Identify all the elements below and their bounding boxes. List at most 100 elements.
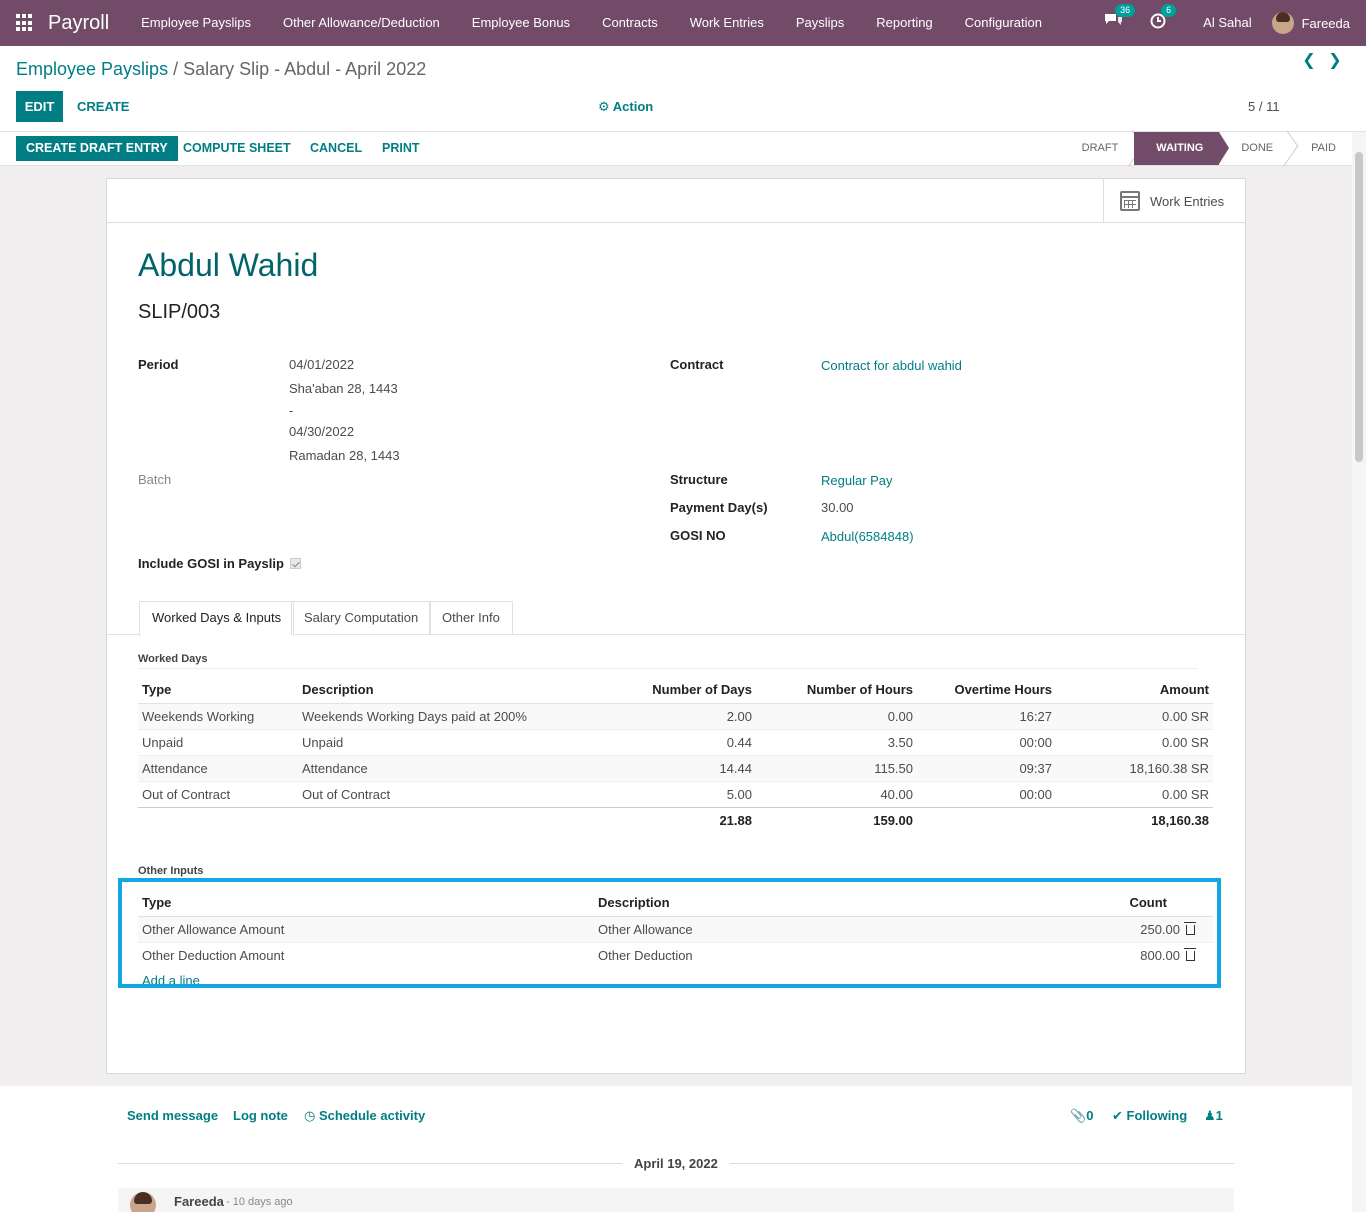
breadcrumb: Employee Payslips / Salary Slip - Abdul … xyxy=(16,59,426,80)
clock-icon: ◷ xyxy=(304,1108,316,1123)
col-description[interactable]: Description xyxy=(298,677,628,704)
cell-type: Out of Contract xyxy=(138,780,298,807)
payment-days-label: Payment Day(s) xyxy=(670,500,768,515)
date-separator-label: April 19, 2022 xyxy=(622,1156,730,1171)
table-row[interactable]: Unpaid Unpaid 0.44 3.50 00:00 0.00 SR xyxy=(138,728,1213,755)
breadcrumb-parent[interactable]: Employee Payslips xyxy=(16,59,169,79)
menu-payslips[interactable]: Payslips xyxy=(795,15,845,30)
cell-type: Weekends Working xyxy=(138,702,298,729)
tab-salary-computation[interactable]: Salary Computation xyxy=(291,601,432,635)
print-button[interactable]: PRINT xyxy=(382,141,420,155)
company-switcher[interactable]: Al Sahal xyxy=(1203,15,1252,30)
col-amount[interactable]: Amount xyxy=(1056,677,1213,704)
action-label: Action xyxy=(612,99,654,114)
worked-days-table: Type Description Number of Days Number o… xyxy=(138,677,1213,833)
create-button[interactable]: CREATE xyxy=(77,99,130,114)
schedule-activity-label: Schedule activity xyxy=(318,1108,426,1123)
attachments-button[interactable]: 📎0 xyxy=(1070,1108,1093,1124)
menu-contracts[interactable]: Contracts xyxy=(602,15,658,30)
col-type[interactable]: Type xyxy=(138,677,298,704)
control-panel: Employee Payslips / Salary Slip - Abdul … xyxy=(0,46,1366,132)
followers-count: 1 xyxy=(1215,1108,1223,1123)
cell-count: 800.00 xyxy=(1140,947,1180,963)
messaging-menu[interactable]: 36 xyxy=(1103,4,1136,34)
pager-previous-icon[interactable]: ❮ xyxy=(1302,52,1316,69)
following-button[interactable]: ✔ Following xyxy=(1112,1108,1187,1124)
cell-type: Other Deduction Amount xyxy=(138,941,594,968)
cell-hours: 115.50 xyxy=(756,754,917,781)
followers-button[interactable]: ♟1 xyxy=(1204,1108,1223,1124)
pager-value[interactable]: 5 / 11 xyxy=(1248,99,1280,114)
cancel-button[interactable]: CANCEL xyxy=(310,141,363,155)
page-scrollbar[interactable] xyxy=(1352,132,1366,1212)
action-dropdown[interactable]: ⚙ Action xyxy=(598,91,653,122)
chatter: Send message Log note ◷ Schedule activit… xyxy=(0,1086,1352,1212)
stage-waiting[interactable]: WAITING xyxy=(1134,132,1230,165)
cell-type: Attendance xyxy=(138,754,298,781)
period-start: 04/01/2022 xyxy=(289,357,355,372)
compute-sheet-button[interactable]: COMPUTE SHEET xyxy=(183,141,291,155)
gosi-no-link[interactable]: Abdul(6584848) xyxy=(821,529,914,544)
work-entries-smart-button[interactable]: Work Entries xyxy=(1103,179,1245,223)
breadcrumb-current: Salary Slip - Abdul - April 2022 xyxy=(183,59,427,79)
user-avatar xyxy=(1271,12,1294,34)
table-row[interactable]: Other Deduction Amount Other Deduction 8… xyxy=(138,941,1213,968)
user-name: Fareeda xyxy=(1301,15,1350,31)
tab-other-info[interactable]: Other Info xyxy=(429,601,513,635)
scrollbar-thumb[interactable] xyxy=(1355,152,1363,462)
other-inputs-header-row: Type Description Count xyxy=(138,890,1213,917)
other-inputs-table: Type Description Count Other Allowance A… xyxy=(138,890,1213,968)
cell-days: 14.44 xyxy=(628,754,756,781)
col-overtime-hours[interactable]: Overtime Hours xyxy=(917,677,1056,704)
menu-employee-bonus[interactable]: Employee Bonus xyxy=(471,15,571,30)
stage-done[interactable]: DONE xyxy=(1219,132,1289,165)
table-row[interactable]: Attendance Attendance 14.44 115.50 09:37… xyxy=(138,754,1213,781)
app-brand[interactable]: Payroll xyxy=(48,11,110,34)
menu-reporting[interactable]: Reporting xyxy=(876,15,933,30)
menu-employee-payslips[interactable]: Employee Payslips xyxy=(141,15,251,30)
structure-link[interactable]: Regular Pay xyxy=(821,473,893,488)
table-row[interactable]: Other Allowance Amount Other Allowance 2… xyxy=(138,915,1213,942)
pager-next-icon[interactable]: ❯ xyxy=(1328,52,1342,69)
paperclip-icon: 📎 xyxy=(1070,1108,1087,1123)
messages-badge: 36 xyxy=(1115,4,1136,17)
main-menu: Employee Payslips Other Allowance/Deduct… xyxy=(125,0,1058,46)
contract-label: Contract xyxy=(670,357,724,372)
include-gosi-label: Include GOSI in Payslip xyxy=(138,556,284,571)
trash-icon[interactable] xyxy=(1184,921,1196,935)
log-note-button[interactable]: Log note xyxy=(233,1108,288,1123)
activities-badge: 6 xyxy=(1161,4,1177,17)
cell-amount: 0.00 SR xyxy=(1056,728,1213,755)
schedule-activity-button[interactable]: ◷ Schedule activity xyxy=(304,1108,425,1124)
send-message-button[interactable]: Send message xyxy=(127,1108,219,1123)
menu-other-allowance-deduction[interactable]: Other Allowance/Deduction xyxy=(282,15,440,30)
period-label: Period xyxy=(138,357,179,372)
add-a-line-link[interactable]: Add a line xyxy=(142,973,200,985)
apps-menu-icon[interactable] xyxy=(16,14,34,32)
col-number-of-hours[interactable]: Number of Hours xyxy=(756,677,917,704)
form-statusbar: CREATE DRAFT ENTRY COMPUTE SHEET CANCEL … xyxy=(0,132,1366,166)
stage-draft[interactable]: DRAFT xyxy=(1060,132,1135,165)
tab-worked-days-inputs[interactable]: Worked Days & Inputs xyxy=(139,601,295,636)
other-inputs-title: Other Inputs xyxy=(138,865,204,877)
cell-description: Weekends Working Days paid at 200% xyxy=(298,702,628,729)
edit-button[interactable]: EDIT xyxy=(16,91,63,122)
employee-name: Abdul Wahid xyxy=(138,247,319,283)
message-author[interactable]: Fareeda xyxy=(174,1194,224,1209)
col-number-of-days[interactable]: Number of Days xyxy=(628,677,756,704)
activity-menu[interactable]: 6 xyxy=(1149,4,1177,34)
trash-icon[interactable] xyxy=(1184,947,1196,961)
following-label: Following xyxy=(1126,1108,1188,1123)
contract-link[interactable]: Contract for abdul wahid xyxy=(821,358,962,373)
user-menu[interactable]: Fareeda xyxy=(1271,12,1366,34)
include-gosi-checkbox[interactable] xyxy=(290,558,301,569)
table-row[interactable]: Weekends Working Weekends Working Days p… xyxy=(138,702,1213,729)
stage-paid[interactable]: PAID xyxy=(1311,142,1336,154)
create-draft-entry-button[interactable]: CREATE DRAFT ENTRY xyxy=(16,136,178,161)
worked-days-title: Worked Days xyxy=(138,653,208,665)
notebook-tabs: Worked Days & Inputs Salary Computation … xyxy=(107,601,1245,636)
message-author-avatar[interactable] xyxy=(130,1192,156,1212)
table-row[interactable]: Out of Contract Out of Contract 5.00 40.… xyxy=(138,780,1213,807)
menu-configuration[interactable]: Configuration xyxy=(964,15,1042,30)
menu-work-entries[interactable]: Work Entries xyxy=(689,15,764,30)
